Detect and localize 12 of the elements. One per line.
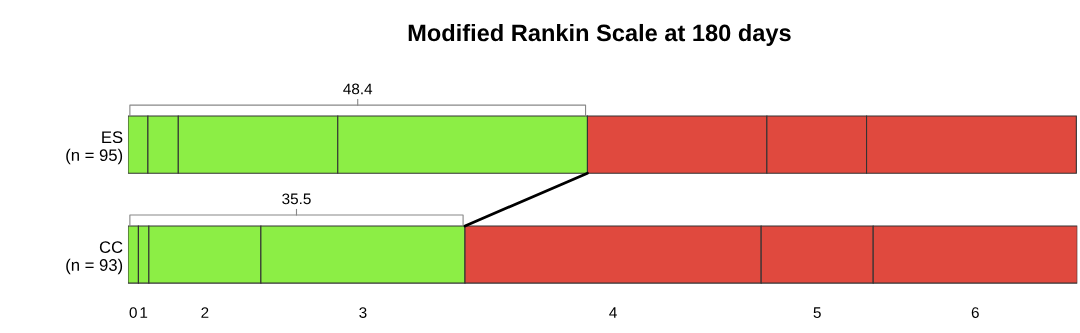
series-label: 6 [971,307,979,318]
series-label: 3 [359,307,367,318]
series-label: 4 [609,307,617,318]
annotation: 35.5 [282,193,311,205]
chart-title: Modified Rankin Scale at 180 days [408,23,791,46]
text: 48.4 [343,83,373,95]
series-label: 0 [129,307,137,318]
y-tick-label: ES (n = 95) [66,131,123,165]
series-label: 2 [201,307,209,318]
series-label: 5 [813,307,821,318]
series-label: 1 [140,307,148,318]
y-tick-label: CC (n = 93) [66,241,123,275]
